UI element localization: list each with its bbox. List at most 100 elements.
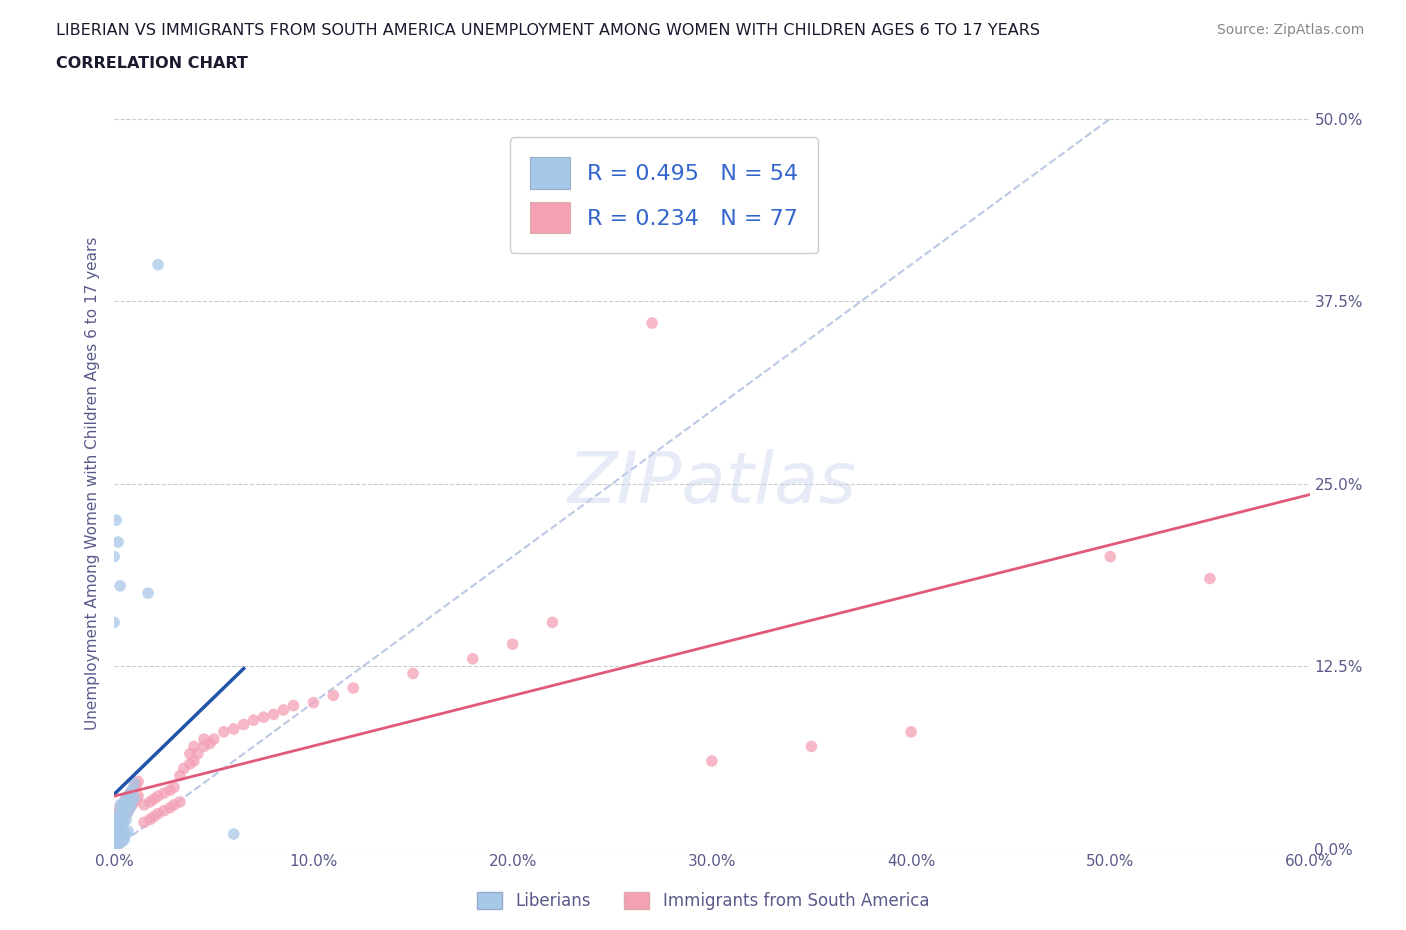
Point <box>159 783 181 798</box>
Point <box>153 786 176 801</box>
Point <box>136 586 159 601</box>
Point <box>107 834 129 849</box>
Point <box>115 801 138 816</box>
Point <box>103 827 125 842</box>
Point <box>111 801 134 816</box>
Point <box>127 774 149 789</box>
Point <box>146 806 169 821</box>
Point <box>103 812 125 827</box>
Point <box>1199 571 1222 586</box>
Point <box>163 780 186 795</box>
Point <box>105 512 128 527</box>
Point <box>107 804 129 819</box>
Point <box>105 834 128 849</box>
Point <box>111 797 134 812</box>
Point <box>183 739 205 754</box>
Legend: R = 0.495   N = 54, R = 0.234   N = 77: R = 0.495 N = 54, R = 0.234 N = 77 <box>509 137 818 253</box>
Point <box>179 746 201 761</box>
Point <box>900 724 922 739</box>
Point <box>641 315 664 330</box>
Point <box>122 780 145 795</box>
Point <box>117 804 139 819</box>
Point <box>107 819 129 834</box>
Point <box>103 834 125 849</box>
Point <box>202 732 225 747</box>
Point <box>222 827 245 842</box>
Point <box>700 753 723 768</box>
Text: LIBERIAN VS IMMIGRANTS FROM SOUTH AMERICA UNEMPLOYMENT AMONG WOMEN WITH CHILDREN: LIBERIAN VS IMMIGRANTS FROM SOUTH AMERIC… <box>56 23 1040 38</box>
Point <box>107 535 129 550</box>
Point <box>120 786 142 801</box>
Point <box>120 786 142 801</box>
Point <box>107 809 129 824</box>
Point <box>103 812 125 827</box>
Point <box>115 791 138 806</box>
Point <box>103 819 125 834</box>
Point <box>1099 550 1122 565</box>
Point <box>117 804 139 818</box>
Point <box>108 824 131 839</box>
Point <box>153 804 176 818</box>
Point <box>122 790 145 805</box>
Point <box>283 698 305 713</box>
Point <box>222 722 245 737</box>
Point <box>461 651 484 666</box>
Point <box>111 830 134 844</box>
Point <box>111 834 134 849</box>
Point <box>115 812 138 827</box>
Point <box>502 637 524 652</box>
Point <box>108 815 131 830</box>
Point <box>121 797 143 812</box>
Point <box>112 794 135 809</box>
Point <box>139 794 162 809</box>
Point <box>103 838 125 853</box>
Point <box>112 832 135 847</box>
Point <box>132 815 155 830</box>
Point <box>322 688 344 703</box>
Point <box>179 756 201 771</box>
Point <box>103 827 125 842</box>
Point <box>108 835 131 850</box>
Point <box>111 812 134 827</box>
Point <box>342 681 364 696</box>
Point <box>103 615 125 630</box>
Point <box>139 812 162 827</box>
Point <box>115 827 138 842</box>
Text: ZIPatlas: ZIPatlas <box>568 449 856 518</box>
Point <box>183 753 205 768</box>
Point <box>242 712 264 727</box>
Point <box>146 789 169 804</box>
Point <box>121 783 143 798</box>
Point <box>112 815 135 830</box>
Point <box>105 824 128 839</box>
Text: CORRELATION CHART: CORRELATION CHART <box>56 56 247 71</box>
Point <box>108 578 131 593</box>
Point <box>107 834 129 849</box>
Point <box>117 794 139 809</box>
Point <box>125 777 148 791</box>
Point <box>112 804 135 819</box>
Point <box>193 739 215 754</box>
Point <box>132 797 155 812</box>
Point <box>173 761 195 776</box>
Point <box>302 696 325 711</box>
Y-axis label: Unemployment Among Women with Children Ages 6 to 17 years: Unemployment Among Women with Children A… <box>86 237 100 730</box>
Point <box>107 837 129 852</box>
Point <box>108 797 131 812</box>
Point <box>120 801 142 816</box>
Point <box>107 819 129 834</box>
Point <box>112 794 135 809</box>
Point <box>121 794 143 809</box>
Point <box>120 801 142 816</box>
Point <box>108 834 131 849</box>
Point <box>187 746 209 761</box>
Point <box>193 732 215 747</box>
Point <box>105 838 128 853</box>
Point <box>159 801 181 816</box>
Point <box>198 736 221 751</box>
Point <box>163 797 186 812</box>
Point <box>143 809 166 824</box>
Point <box>263 707 285 722</box>
Point <box>112 809 135 824</box>
Point <box>212 724 235 739</box>
